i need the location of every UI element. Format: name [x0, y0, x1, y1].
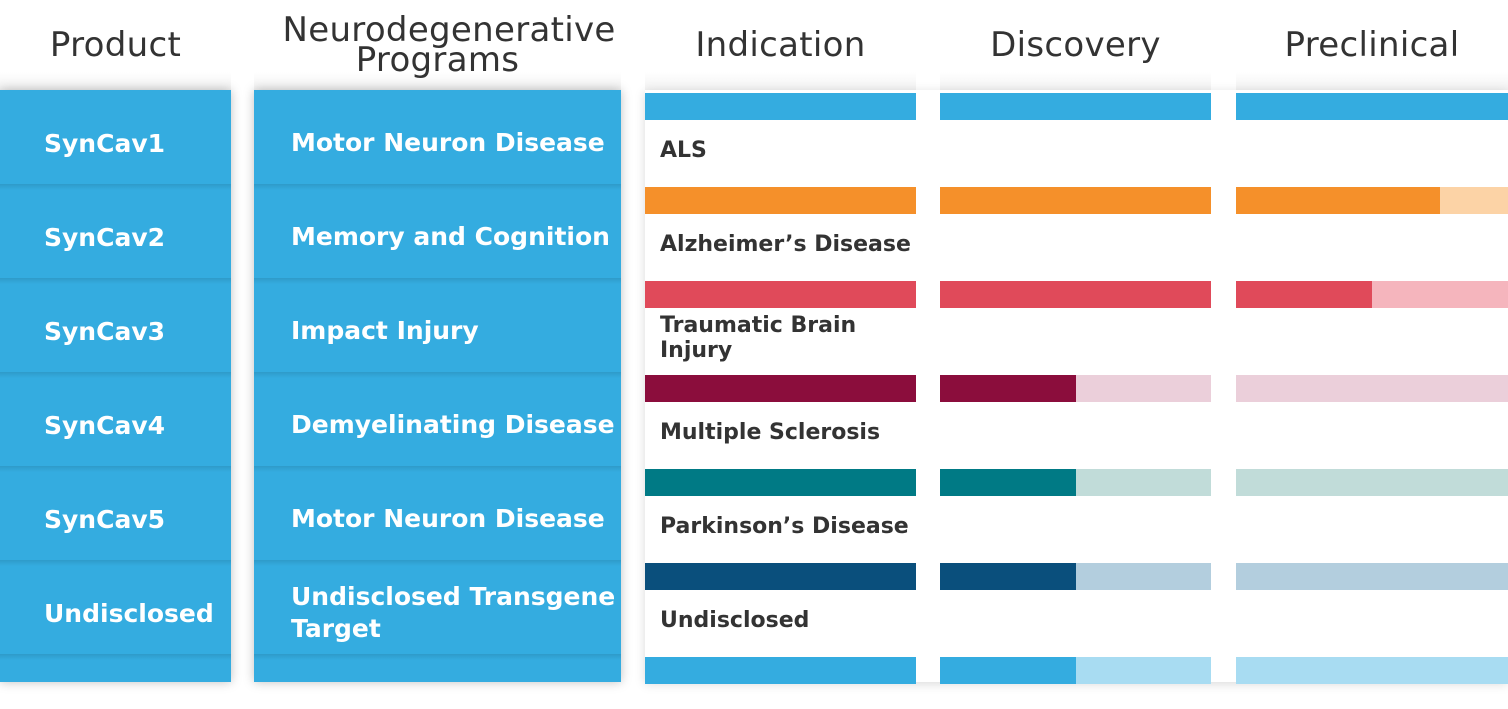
row-separator: [254, 278, 621, 284]
progress-bar-track: [1236, 375, 1508, 402]
product-name: SynCav1: [44, 128, 166, 158]
row-separator: [254, 184, 621, 190]
progress-bar-fill: [940, 187, 1211, 214]
program-name: Motor Neuron Disease: [291, 128, 605, 157]
program-column: [254, 90, 621, 682]
header-programs-label: Neurodegenerative Programs: [282, 10, 616, 80]
header-preclinical: Preclinical: [1236, 0, 1508, 90]
progress-bar-fill: [940, 93, 1211, 120]
row-separator: [0, 560, 231, 566]
program-name: Memory and Cognition: [291, 222, 610, 251]
progress-bar-fill: [1236, 187, 1440, 214]
row-separator: [0, 654, 231, 660]
row-separator: [254, 560, 621, 566]
row-separator: [254, 372, 621, 378]
indication-name: Parkinson’s Disease: [645, 496, 916, 556]
progress-bar-track: [1236, 657, 1508, 684]
progress-bar-fill: [940, 469, 1076, 496]
program-name: Undisclosed Transgene Target: [291, 582, 616, 643]
progress-bar-fill: [645, 657, 916, 684]
product-name: SynCav2: [44, 222, 166, 252]
row-separator: [0, 372, 231, 378]
indication-name: Alzheimer’s Disease: [645, 214, 916, 274]
indication-name: ALS: [645, 120, 916, 180]
header-discovery: Discovery: [940, 0, 1211, 90]
program-name: Impact Injury: [291, 316, 479, 345]
progress-bar-track: [1236, 563, 1508, 590]
product-name: SynCav5: [44, 504, 166, 534]
product-name: SynCav4: [44, 410, 166, 440]
indication-name: Multiple Sclerosis: [645, 402, 916, 462]
row-separator: [254, 466, 621, 472]
progress-bar-track: [1236, 469, 1508, 496]
program-name: Demyelinating Disease: [291, 410, 615, 439]
progress-bar-fill: [940, 657, 1076, 684]
progress-bar-fill: [645, 187, 916, 214]
progress-bar-fill: [940, 563, 1076, 590]
product-column: [0, 90, 231, 682]
progress-bar-fill: [645, 469, 916, 496]
indication-name: Traumatic Brain Injury: [645, 308, 916, 368]
header-programs: Neurodegenerative Programs: [254, 0, 621, 90]
progress-bar-fill: [645, 563, 916, 590]
progress-bar-fill: [645, 93, 916, 120]
product-name: SynCav3: [44, 316, 166, 346]
progress-bar-fill: [940, 375, 1076, 402]
progress-bar-fill: [1236, 281, 1372, 308]
progress-bar-fill: [645, 375, 916, 402]
header-indication: Indication: [645, 0, 916, 90]
header-product: Product: [0, 0, 231, 90]
product-name: Undisclosed: [44, 598, 214, 628]
row-separator: [0, 184, 231, 190]
progress-bar-fill: [940, 281, 1211, 308]
row-separator: [254, 654, 621, 660]
row-separator: [0, 278, 231, 284]
indication-name: Undisclosed: [645, 590, 916, 650]
progress-bar-fill: [645, 281, 916, 308]
program-name: Motor Neuron Disease: [291, 504, 605, 533]
progress-bar-fill: [1236, 93, 1508, 120]
row-separator: [0, 466, 231, 472]
